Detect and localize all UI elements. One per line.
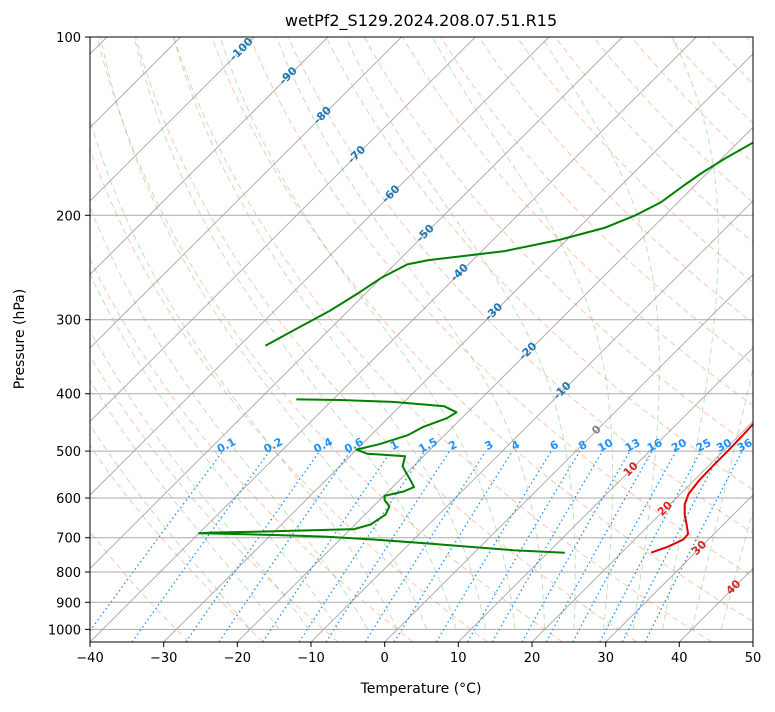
x-axis-label: Temperature (°C) bbox=[360, 681, 482, 697]
y-tick-label: 500 bbox=[56, 445, 81, 460]
y-tick-label: 300 bbox=[56, 314, 81, 329]
y-tick-label: 400 bbox=[56, 388, 81, 403]
x-tick-label: −30 bbox=[150, 651, 177, 666]
y-axis-label: Pressure (hPa) bbox=[12, 289, 28, 389]
y-tick-label: 600 bbox=[56, 492, 81, 507]
x-tick-label: −40 bbox=[76, 651, 103, 666]
x-tick-label: −10 bbox=[297, 651, 324, 666]
x-tick-label: 10 bbox=[450, 651, 467, 666]
y-tick-label: 700 bbox=[56, 532, 81, 547]
x-tick-label: 50 bbox=[745, 651, 762, 666]
chart-title: wetPf2_S129.2024.208.07.51.R15 bbox=[285, 11, 557, 31]
x-tick-label: 30 bbox=[597, 651, 614, 666]
y-tick-label: 200 bbox=[56, 209, 81, 224]
y-tick-label: 900 bbox=[56, 596, 81, 611]
x-tick-label: 0 bbox=[381, 651, 389, 666]
y-tick-label: 1000 bbox=[48, 623, 81, 638]
y-tick-label: 800 bbox=[56, 566, 81, 581]
x-tick-label: 20 bbox=[524, 651, 541, 666]
x-tick-label: −20 bbox=[224, 651, 251, 666]
x-tick-label: 40 bbox=[671, 651, 688, 666]
y-tick-label: 100 bbox=[56, 31, 81, 46]
